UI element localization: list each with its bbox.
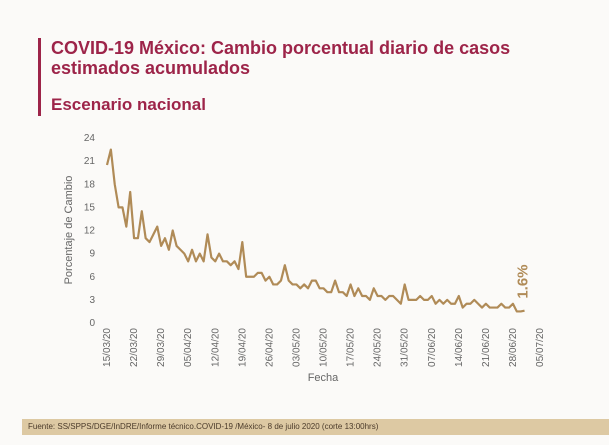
footer: Fuente: SS/SPPS/DGE/InDRE/Informe técnic… (22, 419, 609, 435)
x-tick-label: 24/05/20 (373, 328, 384, 367)
x-tick-label: 03/05/20 (291, 328, 302, 367)
x-tick-label: 21/06/20 (481, 328, 492, 367)
accent-bar (38, 38, 41, 116)
y-tick-label: 24 (84, 133, 96, 144)
y-tick-label: 18 (84, 179, 96, 190)
y-tick-label: 3 (89, 295, 95, 306)
x-tick-label: 31/05/20 (400, 328, 411, 367)
x-tick-label: 15/03/20 (102, 328, 113, 367)
annotation: 1.6% (515, 264, 532, 298)
chart: Fecha Porcentaje de Cambio 0 3 6 9 12 15 18 21 2… (63, 133, 546, 384)
y-tick-label: 9 (89, 249, 95, 260)
slide-title: COVID-19 México: Cambio porcentual diari… (51, 38, 511, 78)
x-tick-label: 17/05/20 (346, 328, 357, 367)
x-tick-label: 10/05/20 (319, 328, 330, 367)
x-tick-label: 29/03/20 (156, 328, 167, 367)
y-tick-label: 15 (84, 202, 96, 213)
x-tick-label: 12/04/20 (210, 328, 221, 367)
y-axis-label: Porcentaje de Cambio (63, 176, 75, 285)
y-tick-label: 21 (84, 156, 96, 167)
x-axis-label: Fecha (308, 372, 339, 384)
x-tick-label: 28/06/20 (508, 328, 519, 367)
y-tick-label: 12 (84, 226, 96, 237)
slide-subtitle: Escenario nacional (51, 95, 206, 114)
x-tick-label: 14/06/20 (454, 328, 465, 367)
x-tick-label: 26/04/20 (264, 328, 275, 367)
data-line (105, 148, 525, 313)
x-tick-label: 07/06/20 (427, 328, 438, 367)
y-tick-label: 0 (89, 318, 95, 329)
x-tick-label: 05/04/20 (183, 328, 194, 367)
x-tick-label: 19/04/20 (237, 328, 248, 367)
x-tick-label: 05/07/20 (535, 328, 546, 367)
y-tick-label: 6 (89, 272, 95, 283)
x-tick-label: 22/03/20 (129, 328, 140, 367)
